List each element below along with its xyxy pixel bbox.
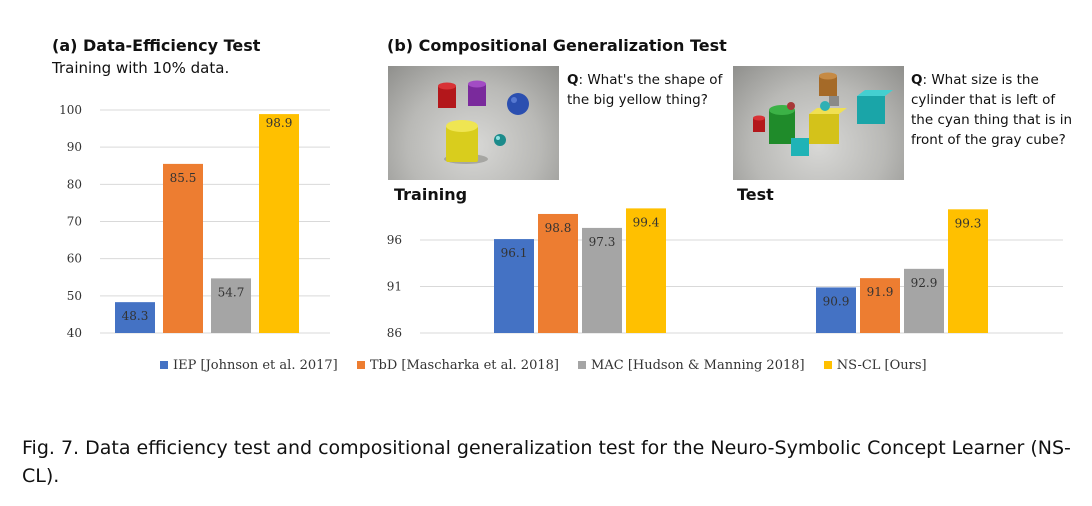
- bar-b-test-0: [816, 287, 856, 333]
- y-tick-label-b: 96: [387, 233, 402, 247]
- data-label-b: 99.3: [955, 216, 982, 230]
- y-tick-label-b: 86: [387, 326, 402, 340]
- legend-swatch-tbd: [356, 361, 365, 369]
- bar-b-training-0: [494, 239, 534, 333]
- bar-a-tbd: [163, 163, 203, 333]
- data-label-b: 96.1: [501, 246, 528, 260]
- data-label-a: 54.7: [218, 285, 245, 299]
- legend-item-iep: IEP [Johnson et al. 2017]: [160, 358, 338, 373]
- legend-item-tbd: TbD [Mascharka et al. 2018]: [356, 357, 559, 373]
- y-tick-label-a: 40: [67, 326, 82, 340]
- data-label-a: 48.3: [122, 309, 149, 323]
- legend-swatch-iep: [160, 361, 168, 369]
- y-tick-label-b: 91: [387, 280, 402, 294]
- data-label-b: 92.9: [911, 276, 938, 290]
- legend-label-iep: IEP [Johnson et al. 2017]: [173, 357, 338, 373]
- training-scene-image: [388, 66, 559, 180]
- y-tick-label-a: 70: [67, 215, 82, 229]
- bar-b-test-2: [904, 268, 944, 333]
- panel-a-title: (a) Data-Efficiency Test: [52, 36, 261, 55]
- y-tick-label-a: 90: [67, 140, 82, 154]
- y-tick-label-a: 80: [67, 177, 82, 191]
- legend-swatch-nscl: [823, 361, 832, 369]
- bar-b-test-1: [860, 278, 900, 333]
- y-tick-label-a: 100: [59, 103, 82, 117]
- data-label-b: 99.4: [633, 215, 660, 229]
- legend: IEP [Johnson et al. 2017] TbD [Mascharka…: [160, 354, 941, 374]
- data-label-b: 91.9: [867, 285, 894, 299]
- legend-item-mac: MAC [Hudson & Manning 2018]: [578, 358, 805, 373]
- training-label: Training: [394, 185, 468, 204]
- legend-label-tbd: TbD [Mascharka et al. 2018]: [369, 357, 559, 373]
- y-tick-label-a: 60: [67, 252, 82, 266]
- legend-label-mac: MAC [Hudson & Manning 2018]: [591, 357, 805, 373]
- bar-b-training-1: [538, 213, 578, 333]
- test-question-text: : What size is the cylinder that is left…: [911, 72, 1073, 148]
- test-question: Q: What size is the cylinder that is lef…: [911, 70, 1081, 150]
- panel-b-title: (b) Compositional Generalization Test: [387, 36, 727, 55]
- bar-b-training-2: [582, 227, 622, 333]
- data-efficiency-chart: 40 50 60 70 80 90 100 48.3 85.5 54.7 98.9: [59, 103, 330, 340]
- bar-b-training-3: [626, 208, 666, 333]
- panel-a-subtitle: Training with 10% data.: [52, 59, 230, 77]
- test-scene-image: [733, 66, 904, 180]
- data-label-a: 98.9: [266, 116, 293, 130]
- data-label-b: 97.3: [589, 235, 616, 249]
- training-question-text: : What's the shape of the big yellow thi…: [567, 72, 723, 108]
- bar-a-mac: [211, 278, 251, 333]
- bar-a-iep: [115, 302, 155, 333]
- bar-b-test-3: [948, 209, 988, 333]
- test-label: Test: [737, 185, 774, 204]
- legend-label-nscl: NS-CL [Ours]: [836, 357, 927, 373]
- compositional-generalization-chart: 86 91 96 96.1 98.8 97.3 99.4 90.9 91.9 92.9 99.3: [387, 208, 1063, 340]
- bar-a-ns-cl: [259, 114, 299, 333]
- training-question: Q: What's the shape of the big yellow th…: [567, 70, 737, 110]
- data-label-b: 98.8: [545, 221, 572, 235]
- y-tick-label-a: 50: [67, 289, 82, 303]
- legend-swatch-mac: [578, 361, 587, 369]
- data-label-a: 85.5: [170, 171, 197, 185]
- data-label-b: 90.9: [823, 294, 850, 308]
- training-question-label: Q: [567, 72, 579, 88]
- figure-caption: Fig. 7. Data efficiency test and composi…: [22, 437, 1071, 487]
- test-question-label: Q: [911, 72, 923, 88]
- legend-item-nscl: NS-CL [Ours]: [823, 357, 927, 373]
